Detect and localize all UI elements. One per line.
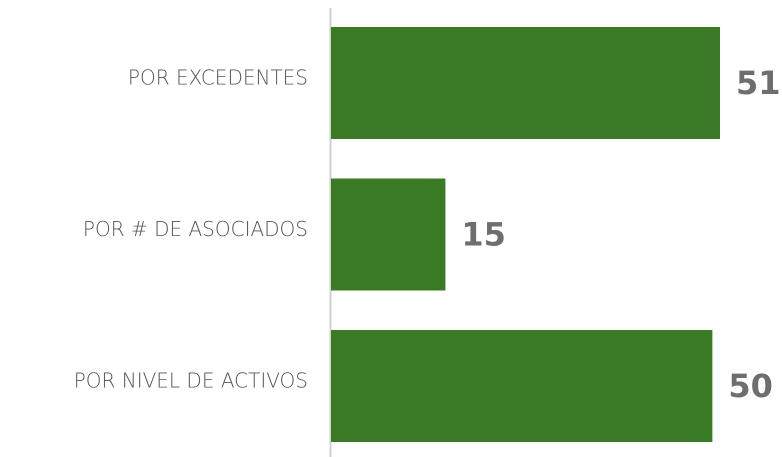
value-label: 50 — [728, 367, 773, 405]
bar — [331, 330, 713, 442]
bar — [331, 178, 446, 291]
category-label: POR EXCEDENTES — [128, 66, 308, 90]
value-label: 15 — [461, 216, 506, 254]
value-label: 51 — [736, 64, 781, 102]
category-label: POR NIVEL DE ACTIVOS — [74, 369, 308, 393]
category-label: POR # DE ASOCIADOS — [83, 217, 308, 241]
bar — [331, 27, 720, 139]
